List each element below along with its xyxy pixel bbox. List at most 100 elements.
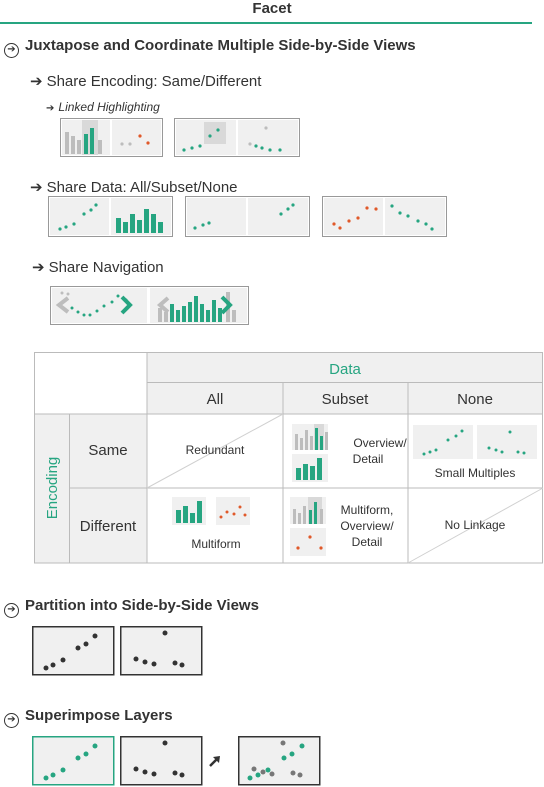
point xyxy=(146,141,150,145)
point xyxy=(365,206,369,210)
bar xyxy=(296,468,301,480)
panel-frame xyxy=(120,626,203,676)
linked-panel-bars xyxy=(60,118,163,157)
point xyxy=(269,771,275,777)
point xyxy=(508,430,512,434)
bar xyxy=(293,509,296,524)
bar xyxy=(303,464,308,480)
bar xyxy=(183,506,188,523)
point xyxy=(198,144,202,148)
point xyxy=(50,662,56,668)
point xyxy=(265,767,271,773)
point xyxy=(296,546,300,550)
point xyxy=(88,313,92,317)
cell-overview-label: Overview/ xyxy=(340,519,394,533)
point xyxy=(75,645,81,651)
bar xyxy=(98,140,102,154)
bar xyxy=(164,312,168,322)
cell-detail-label: Detail xyxy=(352,535,383,549)
point xyxy=(151,771,157,777)
cell-multiform: Multiform xyxy=(191,537,240,551)
point xyxy=(179,772,185,778)
cell-overview-label: Overview/ xyxy=(353,436,407,450)
superimpose-panels xyxy=(32,736,321,786)
arrow-right-icon: ➔ xyxy=(30,179,43,196)
encoding-data-matrix: Data All Subset None Encoding Same Diffe… xyxy=(34,352,544,564)
panel-bg xyxy=(385,198,445,235)
point xyxy=(216,128,220,132)
bar xyxy=(314,502,317,524)
point xyxy=(255,772,261,778)
point xyxy=(494,448,498,452)
point xyxy=(416,219,420,223)
point xyxy=(190,146,194,150)
circled-arrow-icon: ➔ xyxy=(4,713,19,728)
circled-arrow-icon: ➔ xyxy=(4,603,19,618)
point xyxy=(138,134,142,138)
point xyxy=(247,775,253,781)
point xyxy=(522,451,526,455)
title-rule xyxy=(0,22,532,24)
point xyxy=(133,656,139,662)
point xyxy=(297,772,303,778)
bar xyxy=(84,134,88,154)
point xyxy=(151,661,157,667)
share-data-heading: ➔ Share Data: All/Subset/None xyxy=(30,178,238,196)
point xyxy=(487,446,491,450)
point xyxy=(102,304,106,308)
point xyxy=(251,766,257,772)
bar xyxy=(310,436,313,450)
point xyxy=(66,292,70,296)
bar xyxy=(298,513,301,524)
point xyxy=(338,226,342,230)
point xyxy=(254,144,258,148)
encoding-header-bg xyxy=(34,414,70,563)
share-data-all xyxy=(48,196,173,237)
point xyxy=(500,450,504,454)
point xyxy=(260,146,264,150)
thumb-bg xyxy=(216,497,250,525)
bar xyxy=(182,306,186,322)
point xyxy=(390,204,394,208)
bar xyxy=(200,304,204,322)
point xyxy=(116,294,120,298)
point xyxy=(319,546,323,550)
panel-bg xyxy=(238,120,298,155)
point xyxy=(70,306,74,310)
panel-bg xyxy=(52,288,147,323)
point xyxy=(50,772,56,778)
bar xyxy=(206,310,210,322)
point xyxy=(308,535,312,539)
panel-frame xyxy=(120,736,203,786)
highlight-region xyxy=(204,122,226,144)
panel-frame xyxy=(238,736,321,786)
share-data-text: Share Data: All/Subset/None xyxy=(46,179,238,196)
thumb-bg xyxy=(477,425,537,459)
point xyxy=(434,448,438,452)
thumb-bg xyxy=(413,425,473,459)
chevron-right-icon xyxy=(120,295,133,315)
point xyxy=(172,770,178,776)
point xyxy=(430,227,434,231)
panel-bg xyxy=(324,198,383,235)
bar xyxy=(65,132,69,154)
point xyxy=(60,657,66,663)
data-header-bg xyxy=(147,352,543,383)
point xyxy=(260,769,266,775)
column-subset: Subset xyxy=(322,391,370,408)
point xyxy=(238,505,242,509)
point xyxy=(219,515,223,519)
highlight-region xyxy=(314,424,324,450)
bar xyxy=(325,432,328,450)
bar xyxy=(212,300,216,322)
matrix-frame xyxy=(34,352,543,564)
point xyxy=(64,225,68,229)
thumb-bg xyxy=(290,528,326,556)
bar xyxy=(310,466,315,480)
point xyxy=(83,641,89,647)
cell-multiform-comma-label: Multiform, xyxy=(341,503,394,517)
diagonal-line xyxy=(146,413,284,489)
point xyxy=(60,767,66,773)
linked-highlighting-heading: ➔ Linked Highlighting xyxy=(46,100,160,114)
